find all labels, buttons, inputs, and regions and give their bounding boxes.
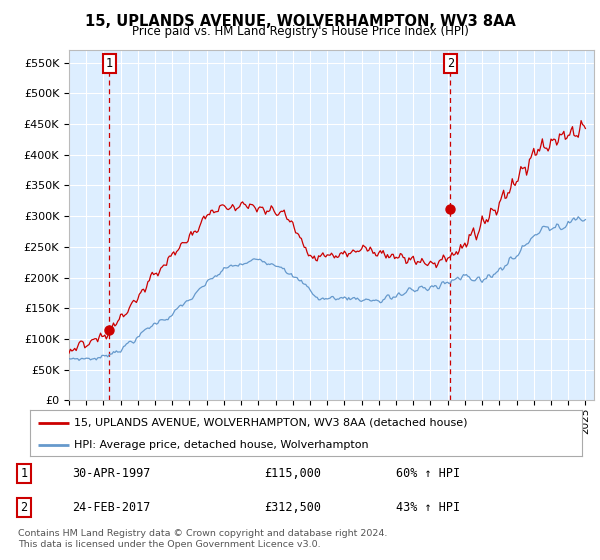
Text: £312,500: £312,500 bbox=[264, 501, 321, 514]
Text: 60% ↑ HPI: 60% ↑ HPI bbox=[396, 467, 460, 480]
Text: 2: 2 bbox=[447, 58, 454, 71]
Text: 30-APR-1997: 30-APR-1997 bbox=[72, 467, 151, 480]
Text: 15, UPLANDS AVENUE, WOLVERHAMPTON, WV3 8AA (detached house): 15, UPLANDS AVENUE, WOLVERHAMPTON, WV3 8… bbox=[74, 418, 467, 428]
Text: £115,000: £115,000 bbox=[264, 467, 321, 480]
Text: Price paid vs. HM Land Registry's House Price Index (HPI): Price paid vs. HM Land Registry's House … bbox=[131, 25, 469, 38]
Text: 1: 1 bbox=[20, 467, 28, 480]
Text: 2: 2 bbox=[20, 501, 28, 514]
Text: 24-FEB-2017: 24-FEB-2017 bbox=[72, 501, 151, 514]
Text: Contains HM Land Registry data © Crown copyright and database right 2024.
This d: Contains HM Land Registry data © Crown c… bbox=[18, 529, 388, 549]
Text: 15, UPLANDS AVENUE, WOLVERHAMPTON, WV3 8AA: 15, UPLANDS AVENUE, WOLVERHAMPTON, WV3 8… bbox=[85, 14, 515, 29]
Text: 43% ↑ HPI: 43% ↑ HPI bbox=[396, 501, 460, 514]
Text: HPI: Average price, detached house, Wolverhampton: HPI: Average price, detached house, Wolv… bbox=[74, 440, 369, 450]
Text: 1: 1 bbox=[106, 58, 113, 71]
